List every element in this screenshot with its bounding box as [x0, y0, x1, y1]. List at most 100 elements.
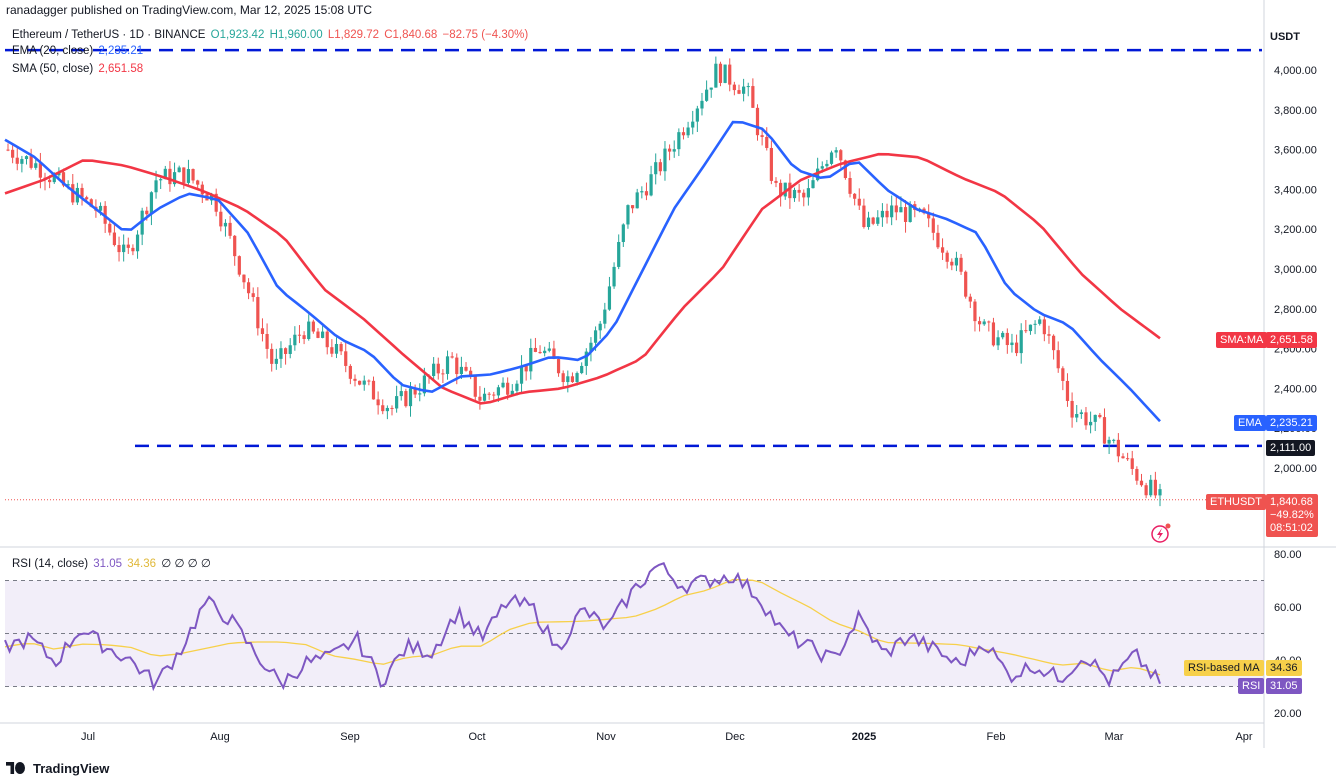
candle-body — [681, 132, 686, 136]
rsi-line — [4, 562, 1161, 692]
candle-body — [233, 235, 237, 257]
candle-body — [543, 350, 547, 354]
time-tick-label: Oct — [468, 731, 485, 743]
price-tick-label: 3,200.00 — [1274, 224, 1317, 236]
candle-body — [6, 149, 10, 151]
candle-body — [140, 210, 144, 235]
symbol-legend: Ethereum / TetherUS · 1D · BINANCE O1,92… — [12, 29, 530, 41]
candle-body — [436, 363, 440, 374]
candle-body — [630, 205, 635, 209]
candle-body — [561, 373, 565, 383]
candle-body — [575, 373, 579, 383]
candle-body — [1075, 414, 1079, 418]
candle-body — [464, 366, 468, 371]
candle-body — [580, 365, 584, 374]
candle-body — [1089, 421, 1093, 426]
candle-body — [450, 356, 454, 358]
rsi-tag: RSI — [1238, 678, 1265, 694]
candle-body — [492, 394, 496, 396]
rsi-tick-label: 60.00 — [1274, 602, 1302, 614]
candle-body — [413, 388, 417, 395]
candle-body — [1014, 342, 1019, 354]
candle-body — [1019, 330, 1023, 354]
symbol-tag: ETHUSDT — [1206, 494, 1266, 510]
candle-body — [1070, 400, 1074, 418]
candle-body — [1153, 479, 1157, 496]
candle-body — [843, 160, 847, 179]
candle-body — [510, 390, 514, 395]
candle-body — [765, 136, 769, 148]
candle-body — [1107, 439, 1111, 444]
currency-label[interactable]: USDT — [1270, 31, 1300, 43]
sma-legend[interactable]: SMA (50, close) 2,651.58 — [12, 63, 145, 75]
ema-legend[interactable]: EMA (20, close) 2,235.21 — [12, 45, 145, 57]
candle-body — [529, 347, 533, 372]
candle-body — [547, 348, 551, 351]
candle-body — [1024, 330, 1028, 332]
candle-body — [367, 380, 371, 382]
price-tick-label: 2,400.00 — [1274, 383, 1317, 395]
candle-body — [145, 210, 149, 215]
candle-body — [1056, 350, 1060, 369]
candle-body — [908, 204, 912, 222]
candle-body — [663, 148, 667, 172]
candle-body — [806, 188, 810, 198]
candle-body — [390, 407, 394, 409]
candle-body — [760, 135, 764, 137]
candle-body — [705, 89, 709, 101]
sma-50-line — [4, 152, 1161, 405]
candle-body — [122, 244, 126, 253]
candle-body — [288, 345, 292, 354]
candle-body — [348, 365, 352, 379]
candle-body — [381, 405, 385, 412]
candle-body — [1005, 332, 1009, 346]
rsi-value-label: 31.05 — [1266, 678, 1302, 694]
rsi-band-fill — [5, 580, 1264, 687]
price-tick-label: 4,000.00 — [1274, 65, 1317, 77]
candle-body — [418, 393, 422, 395]
candle-body — [746, 86, 750, 88]
candle-body — [1033, 323, 1037, 325]
candle-body — [880, 210, 885, 218]
candle-body — [876, 217, 880, 224]
candle-body — [1112, 439, 1116, 441]
candle-body — [15, 157, 19, 164]
candle-body — [293, 334, 297, 346]
candle-body — [839, 150, 843, 161]
candle-body — [728, 64, 732, 85]
candle-body — [385, 407, 389, 412]
candle-body — [788, 182, 792, 199]
candle-body — [714, 63, 718, 88]
candle-body — [1126, 458, 1130, 460]
candle-body — [1116, 439, 1120, 457]
candle-body — [344, 351, 348, 366]
candle-body — [1028, 324, 1033, 332]
time-tick-label: Aug — [210, 731, 230, 743]
candle-body — [311, 321, 315, 332]
candle-body — [371, 380, 376, 400]
price-tick-label: 3,400.00 — [1274, 184, 1317, 196]
candle-body — [34, 163, 38, 168]
candle-body — [677, 132, 681, 150]
candle-body — [404, 391, 408, 407]
candle-body — [626, 205, 630, 225]
candle-body — [177, 167, 181, 173]
candle-body — [191, 169, 195, 181]
lightning-icon — [1157, 528, 1163, 540]
candle-body — [792, 189, 797, 199]
candle-body — [617, 242, 621, 267]
candle-body — [940, 247, 945, 253]
candle-body — [270, 348, 274, 364]
candle-body — [441, 373, 445, 375]
candle-body — [1121, 456, 1125, 459]
candle-body — [422, 375, 426, 394]
candle-body — [163, 168, 167, 180]
candle-body — [987, 321, 991, 323]
rsi-legend[interactable]: RSI (14, close) 31.05 34.36 ∅ ∅ ∅ ∅ — [12, 556, 213, 570]
time-tick-label: 2025 — [852, 731, 876, 743]
candle-body — [691, 121, 695, 128]
candle-body — [695, 108, 699, 122]
tradingview-logo[interactable]: TradingView — [6, 761, 109, 776]
ohlc-high: H1,960.00 — [269, 29, 323, 41]
